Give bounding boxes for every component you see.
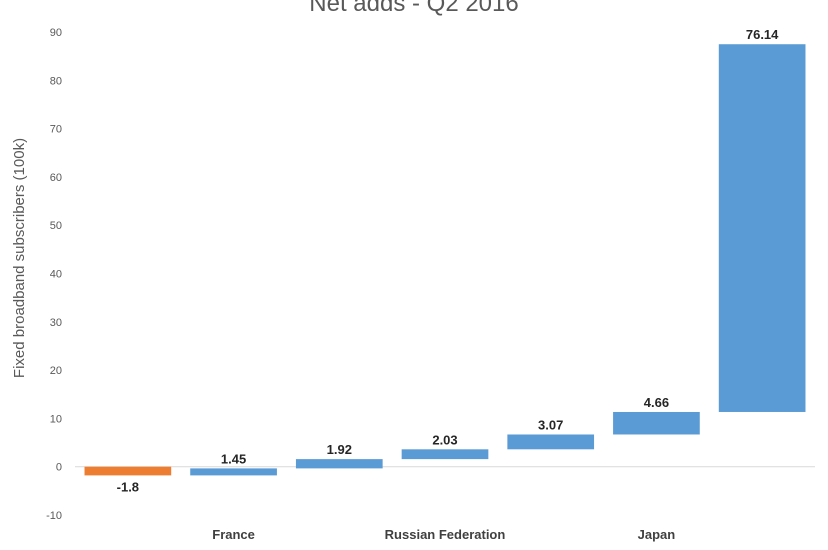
bar-2 bbox=[190, 468, 277, 476]
bar-4 bbox=[401, 449, 489, 460]
bar-5 bbox=[507, 434, 595, 450]
data-label-5: 3.07 bbox=[538, 417, 563, 432]
bar-3 bbox=[295, 459, 383, 469]
y-tick-label: 20 bbox=[50, 365, 62, 377]
y-tick-label: 10 bbox=[50, 413, 62, 425]
y-tick-label: -10 bbox=[46, 510, 62, 522]
bar-6 bbox=[613, 411, 700, 435]
category-label-2: France bbox=[212, 527, 255, 542]
y-tick-label: 30 bbox=[50, 317, 62, 329]
y-tick-label: 90 bbox=[50, 27, 62, 39]
y-tick-label: 70 bbox=[50, 124, 62, 136]
y-axis-ticks: -10 0 10 20 30 40 50 60 70 80 90 bbox=[46, 27, 62, 522]
category-labels: France Russian Federation Japan bbox=[212, 527, 675, 542]
y-tick-label: 60 bbox=[50, 172, 62, 184]
data-label-4: 2.03 bbox=[432, 432, 457, 447]
y-tick-label: 80 bbox=[50, 75, 62, 87]
data-label-3: 1.92 bbox=[327, 442, 352, 457]
chart-title: Net adds - Q2 2016 bbox=[309, 0, 518, 17]
y-axis-label: Fixed broadband subscribers (100k) bbox=[11, 138, 28, 378]
bar-1 bbox=[84, 466, 172, 476]
data-label-1: -1.8 bbox=[117, 479, 139, 494]
data-label-7: 76.14 bbox=[746, 27, 779, 42]
y-tick-label: 40 bbox=[50, 269, 62, 281]
bar-series bbox=[84, 44, 806, 476]
y-tick-label: 0 bbox=[56, 462, 62, 474]
category-label-4: Russian Federation bbox=[385, 527, 506, 542]
data-label-6: 4.66 bbox=[644, 395, 669, 410]
data-labels: -1.8 1.45 1.92 2.03 3.07 4.66 76.14 bbox=[117, 27, 780, 494]
y-tick-label: 50 bbox=[50, 220, 62, 232]
data-label-2: 1.45 bbox=[221, 451, 246, 466]
category-label-6: Japan bbox=[638, 527, 676, 542]
bar-7 bbox=[718, 44, 806, 412]
